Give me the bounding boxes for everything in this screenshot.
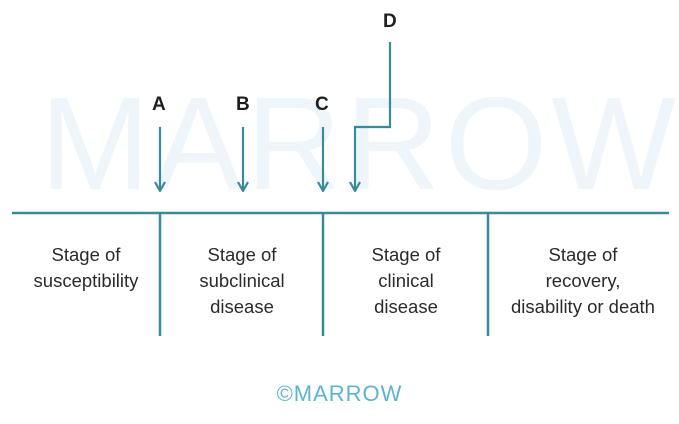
marker-a: A [152, 94, 166, 115]
marker-c: C [315, 94, 329, 115]
stage-subclinical: Stage of subclinical disease [161, 242, 323, 320]
marker-d: D [383, 11, 397, 32]
stage-recovery-label: Stage of recovery, disability or death [511, 244, 655, 317]
marrow-logo: ©MARROW [276, 381, 403, 406]
stage-susceptibility: Stage of susceptibility [12, 242, 160, 294]
arrow-c [317, 127, 329, 193]
stage-recovery: Stage of recovery, disability or death [489, 242, 677, 320]
arrow-a [154, 127, 166, 193]
arrow-b [237, 127, 249, 193]
marker-b: B [236, 94, 250, 115]
stage-clinical-label: Stage of clinical disease [371, 244, 441, 317]
stage-subclinical-label: Stage of subclinical disease [199, 244, 285, 317]
stage-susceptibility-label: Stage of susceptibility [33, 244, 139, 291]
arrow-d [349, 42, 392, 193]
stage-clinical: Stage of clinical disease [324, 242, 488, 320]
